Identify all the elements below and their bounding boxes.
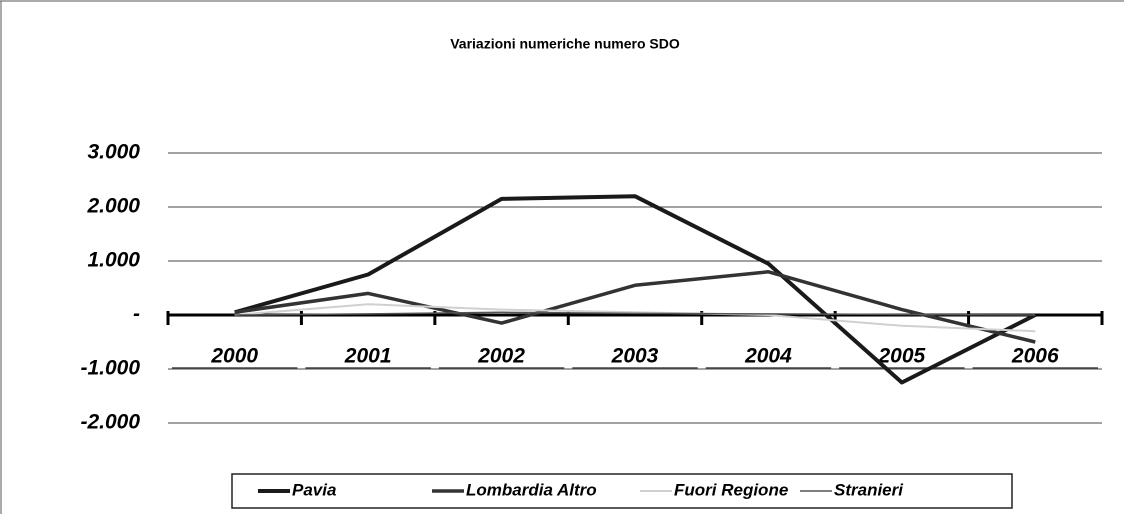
legend-label: Stranieri [834, 480, 904, 499]
x-tick-label: 2002 [477, 345, 525, 368]
line-series [234, 270, 1036, 344]
legend-label: Fuori Regione [674, 480, 788, 499]
x-tick-label: 2006 [1011, 345, 1059, 368]
legend-label: Pavia [292, 480, 336, 499]
x-tick-label: 2001 [344, 345, 392, 368]
x-tick-label: 2005 [877, 345, 925, 368]
line-series [234, 303, 1036, 333]
x-tick-label: 2000 [210, 345, 258, 368]
y-tick-label: 1.000 [87, 249, 140, 272]
y-tick-label: -1.000 [80, 357, 140, 380]
y-tick-label: 2.000 [86, 195, 140, 218]
x-tick-label: 2004 [744, 345, 792, 368]
y-tick-label: - [133, 303, 140, 326]
chart-title: Variazioni numeriche numero SDO [450, 36, 680, 52]
legend-box [231, 473, 1013, 509]
legend-label: Lombardia Altro [466, 480, 597, 499]
line-series [234, 311, 1036, 316]
x-tick-label: 2003 [611, 345, 659, 368]
y-tick-label: 3.000 [87, 141, 140, 164]
y-tick-label: -2.000 [80, 411, 140, 434]
line-series [234, 194, 1037, 385]
